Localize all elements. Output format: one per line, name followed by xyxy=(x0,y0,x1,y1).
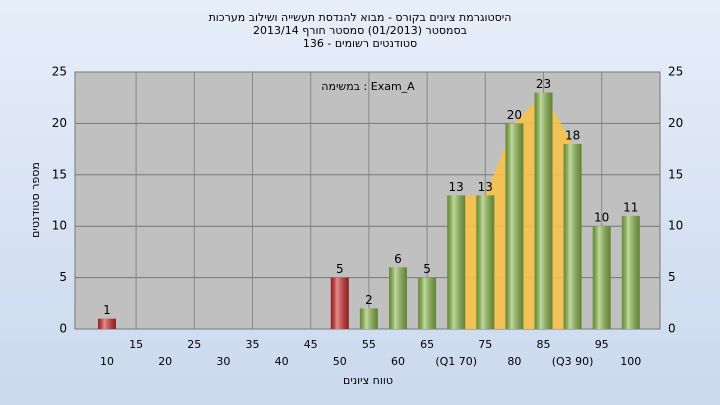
y-tick-label: 5 xyxy=(59,270,67,284)
bar-shine xyxy=(98,318,116,329)
x-tick-label: (Q1 70) xyxy=(435,355,477,368)
bar-shine xyxy=(621,215,640,329)
x-tick-label: 30 xyxy=(216,355,230,368)
data-label: 2 xyxy=(365,293,373,307)
title-line: בסמסטר (01/2013) סמסטר חורף 2013/14 xyxy=(253,24,467,37)
bar-shine xyxy=(476,195,495,329)
data-label: 1 xyxy=(103,303,111,317)
data-label: 23 xyxy=(536,77,551,91)
data-label: 11 xyxy=(623,200,638,214)
x-tick-label: 85 xyxy=(537,338,551,351)
y2-tick-label: 25 xyxy=(668,65,683,79)
bar-shine xyxy=(418,277,437,329)
data-label: 6 xyxy=(394,252,402,266)
y2-tick-label: 0 xyxy=(668,322,676,336)
x-tick-label: 60 xyxy=(391,355,405,368)
x-tick-label: 100 xyxy=(620,355,641,368)
y-tick-label: 15 xyxy=(52,167,67,181)
bar-shine xyxy=(563,143,582,329)
y2-tick-label: 5 xyxy=(668,270,676,284)
y2-tick-label: 15 xyxy=(668,167,683,181)
data-label: 13 xyxy=(449,180,464,194)
x-tick-label: 65 xyxy=(420,338,434,351)
x-tick-label: 40 xyxy=(275,355,289,368)
x-tick-label: 20 xyxy=(158,355,172,368)
title-line: סטודנטים רשומים - 136 xyxy=(303,37,417,50)
data-label: 10 xyxy=(594,211,609,225)
y-tick-label: 25 xyxy=(52,65,67,79)
x-tick-label: 15 xyxy=(129,338,143,351)
bar-shine xyxy=(447,195,466,329)
data-label: 13 xyxy=(478,180,493,194)
data-label: 18 xyxy=(565,128,580,142)
y2-tick-label: 10 xyxy=(668,219,683,233)
y-axis-label: מספר סטודנטים xyxy=(29,162,42,238)
bar-shine xyxy=(359,308,378,329)
x-tick-label: 75 xyxy=(478,338,492,351)
x-tick-label: 10 xyxy=(100,355,114,368)
data-label: 20 xyxy=(507,108,522,122)
bar-shine xyxy=(330,277,349,329)
data-label: 5 xyxy=(423,262,431,276)
data-label: 5 xyxy=(336,262,344,276)
x-tick-label: 50 xyxy=(333,355,347,368)
x-tick-label: 45 xyxy=(304,338,318,351)
bar-shine xyxy=(505,123,524,330)
x-tick-label: 55 xyxy=(362,338,376,351)
x-tick-label: 80 xyxy=(507,355,521,368)
bar-shine xyxy=(592,226,611,329)
bar-shine xyxy=(389,267,407,329)
bar-shine xyxy=(534,92,553,329)
x-tick-label: (Q3 90) xyxy=(552,355,594,368)
y-tick-label: 20 xyxy=(52,116,67,130)
y-tick-label: 10 xyxy=(52,219,67,233)
x-tick-label: 95 xyxy=(595,338,609,351)
x-tick-label: 35 xyxy=(246,338,260,351)
x-axis-label: טווח ציונים xyxy=(343,374,393,387)
x-tick-label: 25 xyxy=(187,338,201,351)
title-line: היסטוגרמת ציונים בקורס - מבוא להנדסת תעש… xyxy=(209,11,512,24)
annotation: במשימה : Exam_A xyxy=(321,80,415,93)
y-tick-label: 0 xyxy=(59,322,67,336)
y2-tick-label: 20 xyxy=(668,116,683,130)
